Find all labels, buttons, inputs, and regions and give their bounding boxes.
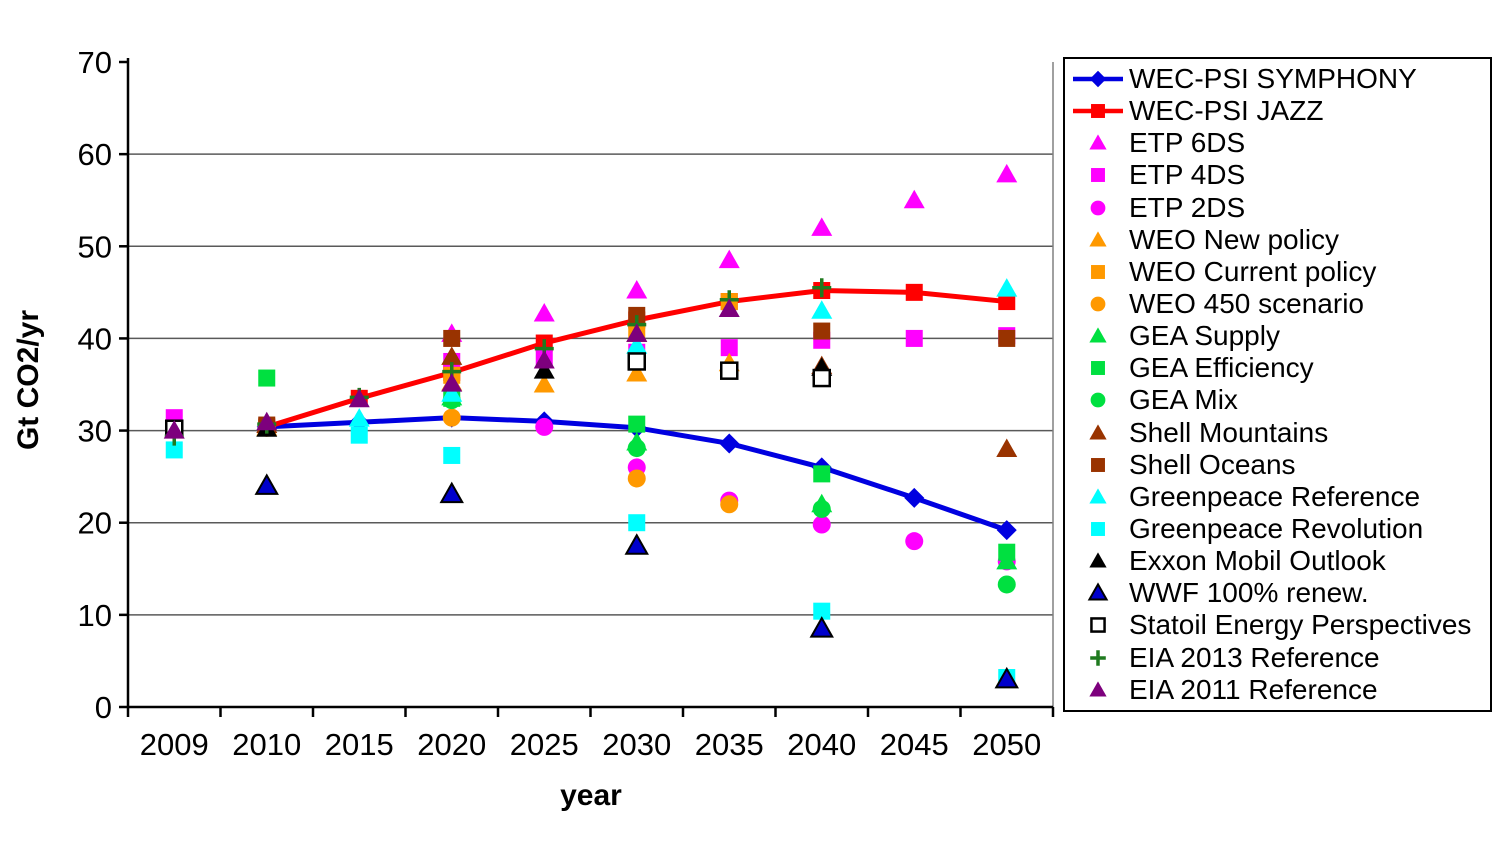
legend-label: ETP 4DS <box>1129 159 1246 191</box>
legend-label: Greenpeace Revolution <box>1129 513 1424 545</box>
legend-item-gea-efficiency: GEA Efficiency <box>1071 353 1490 384</box>
legend-item-shell-mountains: Shell Mountains <box>1071 417 1490 448</box>
legend-label: Shell Oceans <box>1129 448 1296 480</box>
legend-label: Shell Mountains <box>1129 416 1329 448</box>
legend-marker-square-icon <box>1073 104 1123 119</box>
y-tick-label: 30 <box>78 414 112 449</box>
legend-marker-square-icon <box>1091 361 1105 376</box>
series-etp-4ds <box>165 327 1016 427</box>
legend-marker-circle-icon <box>1090 393 1106 408</box>
legend-label: GEA Supply <box>1129 320 1280 352</box>
legend-marker-square-icon <box>1091 522 1105 537</box>
legend-label: WWF 100% renew. <box>1129 577 1369 609</box>
legend-marker-triangle-icon <box>1089 681 1107 697</box>
legend-item-wec-psi-symphony: WEC-PSI SYMPHONY <box>1071 64 1490 95</box>
legend-marker-open-square-icon <box>1090 617 1106 634</box>
legend-label: Statoil Energy Perspectives <box>1129 609 1472 641</box>
legend-marker-circle-icon <box>1090 296 1106 312</box>
x-tick-label: 2050 <box>972 727 1041 762</box>
x-tick-label: 2035 <box>695 727 764 762</box>
legend-item-greenpeace-reference: Greenpeace Reference <box>1071 481 1490 512</box>
x-tick-label: 2025 <box>510 727 579 762</box>
y-tick-label: 0 <box>95 690 112 725</box>
series-etp-2ds <box>535 417 1016 571</box>
legend-item-etp-4ds: ETP 4DS <box>1071 160 1490 191</box>
legend-marker-triangle-icon <box>1089 231 1107 247</box>
legend-label: ETP 2DS <box>1129 191 1246 223</box>
legend-marker-square-icon <box>1091 457 1105 472</box>
legend-marker-triangle-icon <box>1089 327 1107 343</box>
y-tick-label: 40 <box>78 321 112 356</box>
legend-marker-circle-icon <box>1090 200 1106 216</box>
y-tick-label: 60 <box>78 137 112 172</box>
legend-item-weo-current-policy: WEO Current policy <box>1071 256 1490 287</box>
legend-marker-triangle-icon <box>1089 552 1107 568</box>
legend-item-shell-oceans: Shell Oceans <box>1071 449 1490 480</box>
legend-item-gea-supply: GEA Supply <box>1071 321 1490 352</box>
legend-item-wwf-100-renew: WWF 100% renew. <box>1071 578 1490 609</box>
legend-item-etp-2ds: ETP 2DS <box>1071 192 1490 223</box>
legend-marker-diamond-icon <box>1073 70 1123 88</box>
legend-marker-triangle-outlined-icon <box>1087 582 1109 601</box>
y-tick-label: 70 <box>78 45 112 80</box>
series-greenpeace-revolution <box>165 426 1016 687</box>
legend-item-exxon-mobil-outlook: Exxon Mobil Outlook <box>1071 546 1490 577</box>
legend-label: GEA Mix <box>1129 384 1238 416</box>
legend-marker-plus-icon <box>1090 649 1106 666</box>
x-tick-label: 2040 <box>787 727 856 762</box>
series-wwf-100-renew <box>254 473 1019 689</box>
legend-label: EIA 2013 Reference <box>1129 641 1380 673</box>
legend-label: EIA 2011 Reference <box>1129 673 1378 705</box>
legend-label: WEO Current policy <box>1129 255 1377 287</box>
legend-item-greenpeace-revolution: Greenpeace Revolution <box>1071 514 1490 545</box>
y-axis-title: Gt CO2/yr <box>12 309 45 451</box>
y-tick-label: 20 <box>78 506 112 541</box>
x-axis-title: year <box>560 779 622 812</box>
legend-marker-square-icon <box>1091 264 1105 279</box>
legend-label: WEC-PSI SYMPHONY <box>1129 63 1417 95</box>
x-tick-label: 2045 <box>880 727 949 762</box>
gridlines <box>128 153 1053 616</box>
legend-item-gea-mix: GEA Mix <box>1071 385 1490 416</box>
legend-label: ETP 6DS <box>1129 127 1246 159</box>
legend-marker-triangle-icon <box>1089 423 1107 440</box>
legend-label: WEC-PSI JAZZ <box>1129 95 1324 127</box>
x-tick-label: 2030 <box>602 727 671 762</box>
legend-item-weo-450-scenario: WEO 450 scenario <box>1071 289 1490 320</box>
legend-marker-triangle-icon <box>1089 134 1107 150</box>
series-eia-2011-reference <box>163 298 740 439</box>
y-tick-label: 10 <box>78 598 112 633</box>
legend-label: Greenpeace Reference <box>1129 480 1421 512</box>
series-greenpeace-reference <box>348 278 1018 427</box>
legend-item-eia-2013-reference: EIA 2013 Reference <box>1071 642 1490 673</box>
x-tick-label: 2009 <box>140 727 209 762</box>
legend-label: GEA Efficiency <box>1129 352 1314 384</box>
x-tick-label: 2015 <box>325 727 394 762</box>
legend-item-weo-new-policy: WEO New policy <box>1071 224 1490 255</box>
y-tick-label: 50 <box>78 229 112 264</box>
legend-item-statoil-energy-perspectives: Statoil Energy Perspectives <box>1071 610 1490 641</box>
x-tick-label: 2010 <box>232 727 301 762</box>
legend-item-eia-2011-reference: EIA 2011 Reference <box>1071 674 1490 705</box>
legend-item-wec-psi-jazz: WEC-PSI JAZZ <box>1071 96 1490 127</box>
chart-legend: WEC-PSI SYMPHONY WEC-PSI JAZZ ETP 6DS ETP 4… <box>1063 57 1492 712</box>
series-gea-supply <box>441 386 1018 570</box>
legend-label: Exxon Mobil Outlook <box>1129 545 1386 577</box>
legend-label: WEO New policy <box>1129 223 1340 255</box>
x-tick-label: 2020 <box>417 727 486 762</box>
legend-label: WEO 450 scenario <box>1129 288 1364 320</box>
legend-item-etp-6ds: ETP 6DS <box>1071 128 1490 159</box>
legend-marker-triangle-icon <box>1089 488 1107 504</box>
legend-marker-square-icon <box>1091 168 1105 183</box>
